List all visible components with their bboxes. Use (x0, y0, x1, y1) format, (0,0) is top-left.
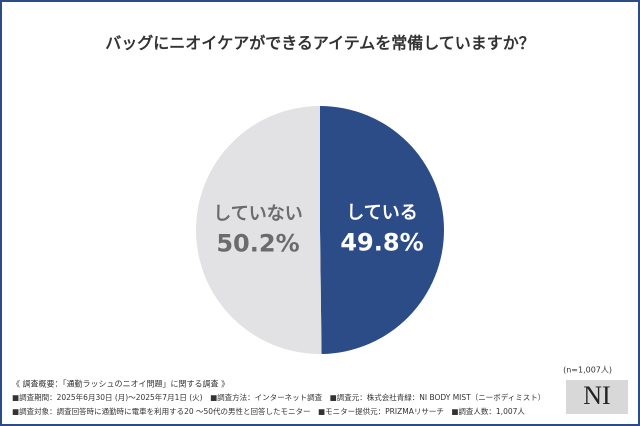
source-heading: 《 調査概要：「通勤ラッシュのニオイ問題」に関する調査 》 (12, 379, 229, 389)
slice-value: 49.8% (340, 229, 423, 257)
slice-label: していない (213, 203, 302, 224)
pie-slice (320, 106, 445, 354)
source-line: ■調査期間：2025年6月30日 (月)～2025年7月1日 (火) ■調査方法… (12, 392, 545, 402)
pie-slice (196, 106, 322, 354)
slice-label: している (346, 203, 417, 224)
chart-title: バッグにニオイケアができるアイテムを常備していますか？ (105, 34, 535, 53)
logo: NI (583, 381, 610, 410)
sample-note: (n=1,007人) (563, 366, 612, 375)
source-line: ■調査対象：調査回答時に通勤時に電車を利用する20 ～50代の男性と回答したモニ… (12, 406, 525, 416)
logo-box (566, 380, 628, 414)
slice-value: 50.2% (216, 229, 299, 257)
